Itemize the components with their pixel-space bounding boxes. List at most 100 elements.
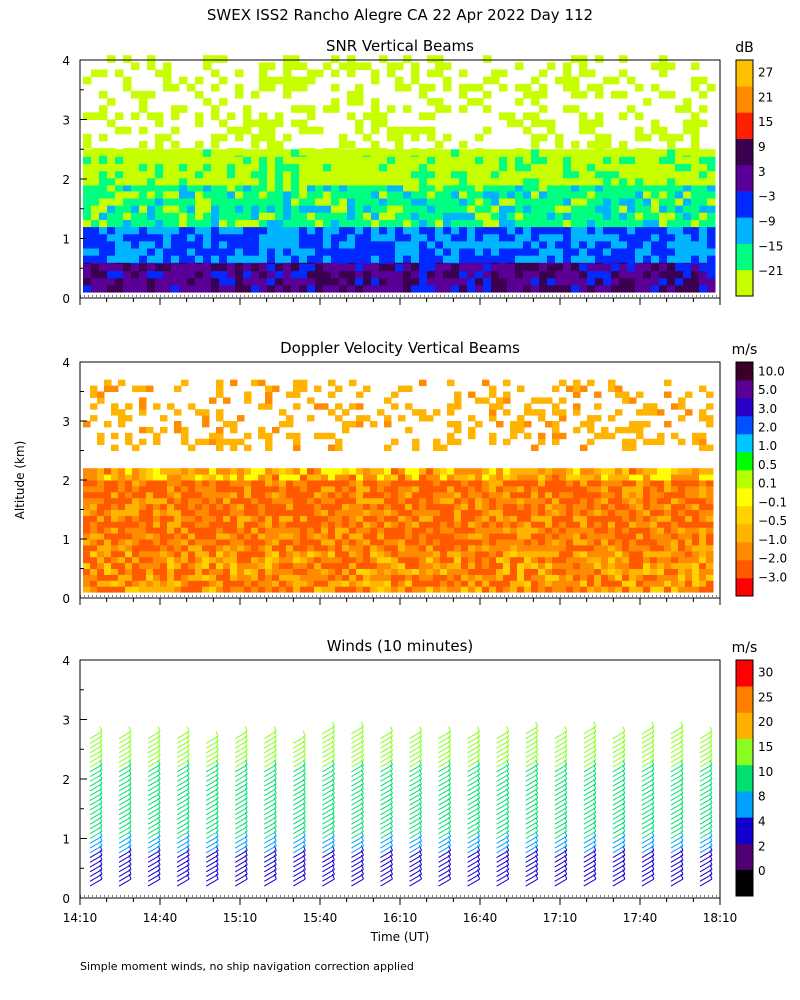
velocity-cell — [657, 562, 665, 569]
velocity-cell — [594, 497, 602, 505]
velocity-cell — [314, 485, 322, 493]
velocity-cell — [685, 556, 693, 564]
snr-cell — [523, 149, 532, 157]
snr-cell — [523, 233, 532, 242]
snr-cell — [659, 55, 668, 63]
snr-cell — [275, 255, 284, 263]
snr-cell — [171, 140, 180, 149]
snr-cell — [123, 219, 132, 228]
snr-cell — [539, 284, 548, 293]
wind-barb — [293, 854, 306, 863]
velocity-cell — [482, 497, 490, 505]
snr-cell — [515, 255, 524, 263]
velocity-cell — [426, 550, 434, 558]
velocity-cell — [608, 385, 616, 392]
velocity-cell — [132, 544, 140, 552]
velocity-cell — [342, 474, 350, 481]
velocity-cell — [209, 580, 217, 587]
velocity-cell — [391, 491, 399, 499]
velocity-cell — [475, 586, 483, 593]
velocity-cell — [391, 509, 399, 516]
velocity-cell — [615, 503, 623, 510]
velocity-cell — [153, 432, 161, 440]
velocity-cell — [510, 539, 518, 546]
snr-cell — [139, 284, 148, 293]
snr-cell — [211, 105, 220, 113]
velocity-cell — [615, 491, 623, 499]
snr-cell — [627, 219, 636, 228]
snr-cell — [587, 83, 596, 92]
velocity-cell — [265, 539, 273, 546]
velocity-cell — [307, 544, 315, 552]
snr-cell — [627, 212, 636, 220]
snr-cell — [123, 170, 132, 179]
velocity-cell — [426, 485, 434, 493]
snr-cell — [171, 284, 180, 293]
velocity-cell — [97, 521, 105, 528]
snr-cell — [643, 198, 652, 206]
snr-cell — [91, 277, 100, 286]
velocity-cell — [461, 480, 469, 487]
snr-cell — [187, 226, 196, 235]
velocity-cell — [384, 521, 392, 528]
velocity-cell — [594, 539, 602, 546]
snr-cell — [691, 83, 700, 92]
velocity-cell — [125, 556, 133, 564]
wind-barb — [147, 754, 161, 763]
snr-cell — [619, 205, 628, 213]
velocity-cell — [496, 403, 504, 410]
snr-cell — [411, 62, 420, 71]
snr-cell — [379, 240, 388, 249]
velocity-cell — [524, 409, 532, 416]
velocity-cell — [335, 485, 343, 493]
snr-cell — [211, 177, 220, 186]
snr-cell — [427, 148, 436, 156]
velocity-cell — [363, 485, 371, 493]
snr-cell — [243, 170, 252, 179]
velocity-cell — [566, 550, 574, 558]
snr-cell — [475, 190, 484, 199]
snr-cell — [155, 112, 164, 120]
velocity-cell — [496, 568, 504, 575]
velocity-cell — [83, 509, 91, 516]
wind-barb — [147, 792, 161, 801]
velocity-cell — [426, 580, 434, 587]
snr-cell — [387, 205, 396, 213]
wind-barb — [89, 764, 103, 773]
snr-cell — [571, 219, 580, 228]
velocity-cell — [230, 550, 238, 558]
velocity-cell — [447, 468, 455, 475]
snr-cell — [427, 156, 436, 165]
velocity-cell — [419, 503, 427, 510]
y-tick-label: 4 — [62, 54, 70, 68]
snr-cell — [459, 190, 468, 199]
velocity-cell — [139, 474, 147, 481]
velocity-cell — [160, 503, 168, 510]
velocity-cell — [489, 539, 497, 546]
velocity-cell — [685, 474, 693, 481]
snr-cell — [691, 263, 700, 272]
velocity-cell — [454, 485, 462, 493]
velocity-cell — [657, 497, 665, 505]
velocity-cell — [300, 586, 308, 593]
snr-cell — [107, 263, 116, 272]
snr-cell — [251, 270, 260, 279]
velocity-cell — [216, 509, 224, 516]
velocity-cell — [111, 539, 119, 546]
velocity-cell — [216, 432, 224, 440]
velocity-cell — [559, 509, 567, 516]
velocity-cell — [552, 485, 560, 493]
velocity-cell — [244, 562, 252, 569]
velocity-cell — [552, 474, 560, 481]
snr-cell — [323, 170, 332, 179]
snr-cell — [611, 183, 620, 192]
velocity-cell — [608, 574, 616, 581]
snr-cell — [699, 212, 708, 220]
wind-barb — [205, 792, 219, 801]
snr-cell — [331, 226, 340, 235]
velocity-cell — [412, 521, 420, 528]
snr-cell — [427, 126, 436, 135]
snr-cell — [331, 148, 340, 156]
snr-cell — [499, 263, 508, 272]
snr-cell — [323, 190, 332, 199]
